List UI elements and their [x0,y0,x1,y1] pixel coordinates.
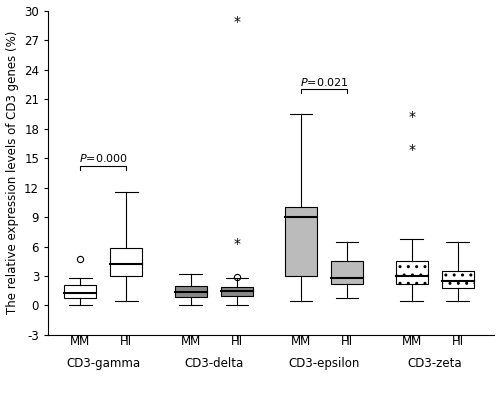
Text: *: * [234,236,240,251]
Text: *: * [234,15,240,29]
Text: MM: MM [70,335,90,348]
Bar [396,261,428,284]
Text: CD3-zeta: CD3-zeta [408,357,462,370]
Text: MM: MM [402,335,421,348]
Bar [110,249,142,276]
Text: CD3-epsilon: CD3-epsilon [288,357,360,370]
Text: CD3-delta: CD3-delta [184,357,244,370]
Text: HI: HI [120,335,132,348]
Bar [174,286,207,297]
Text: CD3-gamma: CD3-gamma [66,357,140,370]
Bar [220,287,253,295]
Bar [64,285,96,298]
Text: *: * [408,110,415,124]
Text: $\it{P}$=0.000: $\it{P}$=0.000 [79,152,128,164]
Bar [285,207,318,276]
Bar [442,271,474,288]
Text: MM: MM [291,335,312,348]
Text: *: * [408,143,415,157]
Text: MM: MM [180,335,201,348]
Text: HI: HI [341,335,353,348]
Text: HI: HI [452,335,464,348]
Text: HI: HI [230,335,243,348]
Y-axis label: The relative expression levels of CD3 genes (%): The relative expression levels of CD3 ge… [6,31,18,315]
Text: $\it{P}$=0.021: $\it{P}$=0.021 [300,76,348,88]
Bar [331,261,364,284]
